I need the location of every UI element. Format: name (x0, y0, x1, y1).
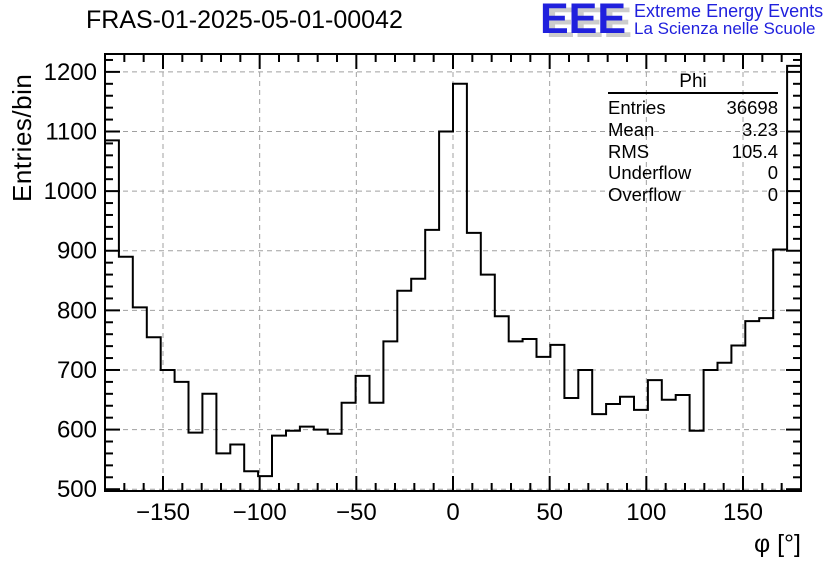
y-tick-label: 900 (57, 238, 97, 265)
eee-logo-letters: EEE (540, 0, 627, 43)
x-tick-label: −50 (336, 499, 377, 526)
eee-logo: EEE Extreme Energy Events La Scienza nel… (540, 0, 823, 43)
eee-logo-text: Extreme Energy Events La Scienza nelle S… (634, 2, 823, 38)
stats-row-overflow: Overflow 0 (608, 184, 778, 206)
y-tick-label: 1200 (44, 59, 97, 86)
stats-row-rms: RMS 105.4 (608, 141, 778, 163)
stats-value: 0 (767, 162, 778, 184)
x-tick-label: 100 (626, 499, 666, 526)
stats-row-entries: Entries 36698 (608, 97, 778, 119)
stats-value: 0 (767, 184, 778, 206)
stats-label: Underflow (608, 162, 692, 184)
stats-box: Phi Entries 36698 Mean 3.23 RMS 105.4 Un… (608, 72, 778, 206)
y-tick-label: 1100 (45, 119, 97, 146)
x-axis-title: φ [°] (753, 530, 801, 558)
stats-label: Mean (608, 118, 655, 140)
stats-row-mean: Mean 3.23 (608, 119, 778, 141)
stats-value: 3.23 (741, 118, 778, 140)
stats-label: RMS (608, 140, 650, 162)
y-tick-label: 500 (57, 476, 97, 503)
x-tick-label: 0 (446, 499, 459, 526)
stats-rows: Entries 36698 Mean 3.23 RMS 105.4 Underf… (608, 94, 778, 206)
histogram-title: FRAS-01-2025-05-01-00042 (86, 6, 403, 34)
stats-row-underflow: Underflow 0 (608, 162, 778, 184)
stats-label: Entries (608, 97, 666, 118)
histogram-line (104, 64, 802, 491)
y-tick-label: 700 (57, 357, 97, 384)
x-tick-label: −150 (136, 499, 190, 526)
stats-value: 36698 (726, 97, 778, 118)
x-tick-label: −100 (233, 499, 287, 526)
eee-logo-line1: Extreme Energy Events (634, 1, 824, 21)
y-tick-label: 1000 (44, 178, 97, 205)
eee-logo-line2: La Scienza nelle Scuole (634, 19, 816, 38)
y-tick-label: 800 (57, 297, 97, 324)
x-tick-label: 150 (723, 499, 763, 526)
y-tick-label: 600 (57, 417, 97, 444)
stats-title: Phi (608, 72, 778, 94)
x-tick-label: 50 (536, 499, 563, 526)
stats-label: Overflow (608, 184, 681, 206)
y-axis-title: Entries/bin (7, 73, 37, 202)
stats-value: 105.4 (731, 140, 778, 162)
